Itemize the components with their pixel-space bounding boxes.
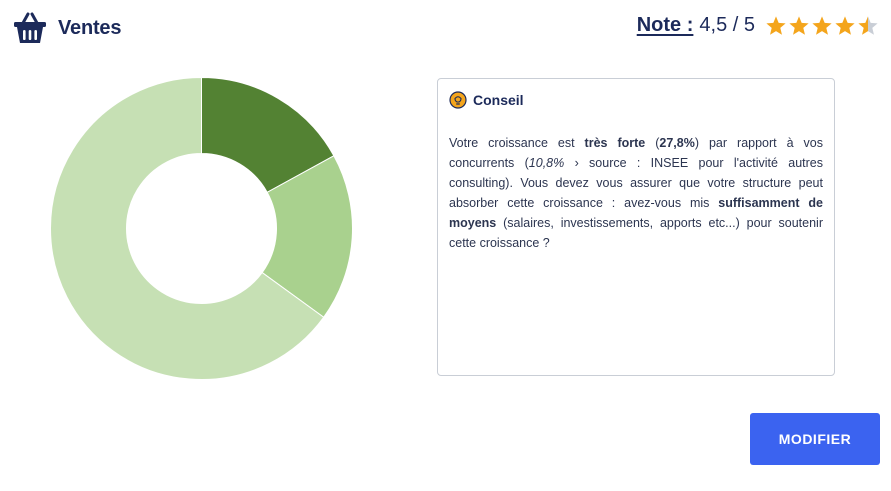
donut-chart <box>50 77 353 380</box>
advice-card: Conseil Votre croissance est très forte … <box>437 78 835 376</box>
star-icon <box>766 15 786 35</box>
advice-text: Votre croissance est très forte (27,8%) … <box>449 136 823 250</box>
star-icon <box>789 15 809 35</box>
advice-header: Conseil <box>449 91 823 109</box>
lightbulb-icon <box>449 91 467 109</box>
section-header: Ventes <box>12 10 121 46</box>
star-icon <box>812 15 832 35</box>
rating-label[interactable]: Note : <box>636 14 694 36</box>
section-title: Ventes <box>58 16 122 39</box>
advice-title: Conseil <box>473 92 524 108</box>
modify-button[interactable]: MODIFIER <box>750 413 880 465</box>
star-rating <box>765 15 879 37</box>
star-icon <box>858 15 878 35</box>
donut-slice-2[interactable] <box>261 155 353 318</box>
star-icon <box>835 15 855 35</box>
donut-slice-3[interactable] <box>50 77 325 380</box>
rating-value: 4,5 / 5 <box>699 14 755 36</box>
rating: Note : 4,5 / 5 <box>637 14 879 37</box>
basket-icon <box>14 12 46 43</box>
